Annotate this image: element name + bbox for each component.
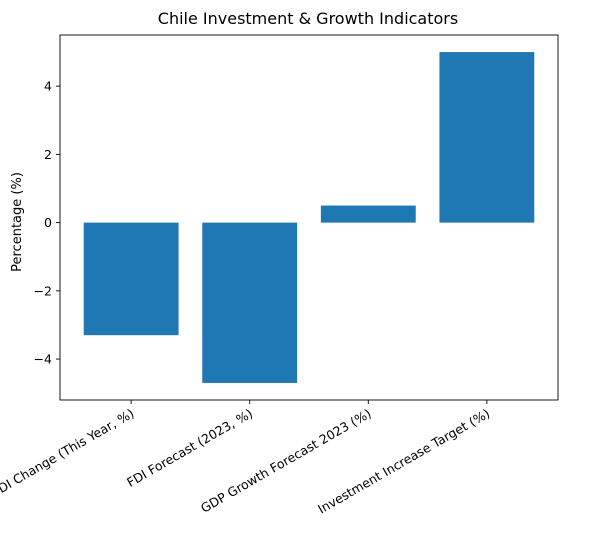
y-tick-label: 4 — [44, 79, 52, 94]
chart-title: Chile Investment & Growth Indicators — [158, 9, 458, 28]
y-tick-label: −4 — [34, 352, 52, 367]
plot-area: −4 −2 0 2 4 FDI Change (This Year, %)FDI Fore… — [0, 34, 559, 517]
bar — [320, 205, 416, 223]
bar — [83, 222, 179, 336]
x-tick-label: FDI Change (This Year, %) — [0, 406, 137, 500]
bar — [202, 222, 298, 383]
y-tick-label: −2 — [34, 283, 52, 298]
plot-frame — [59, 34, 559, 401]
bar — [439, 52, 535, 223]
y-tick-label: 0 — [44, 215, 52, 230]
x-tick-label: FDI Forecast (2023, %) — [124, 406, 255, 490]
y-tick-label: 2 — [44, 147, 52, 162]
y-axis-label: Percentage (%) — [10, 172, 25, 272]
